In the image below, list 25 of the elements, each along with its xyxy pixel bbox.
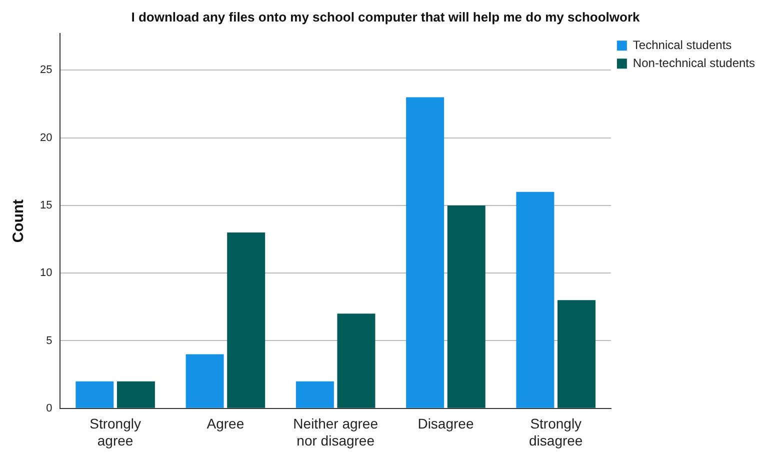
bar xyxy=(227,232,266,408)
y-axis-title: Count xyxy=(10,199,28,243)
y-tick-label: 15 xyxy=(40,199,52,212)
bar xyxy=(76,381,114,408)
bar xyxy=(406,97,444,408)
bar xyxy=(447,205,486,408)
y-tick-label: 25 xyxy=(40,64,52,76)
x-tick-label: Strongly disagree xyxy=(529,416,583,448)
legend-label: Non-technical students xyxy=(632,56,756,70)
x-tick-label: Strongly agree xyxy=(90,416,141,448)
x-tick-label: Neither agree nor disagree xyxy=(293,416,378,448)
bar xyxy=(296,381,334,408)
bar xyxy=(558,300,596,408)
y-tick-label: 0 xyxy=(46,402,52,414)
legend-label: Technical students xyxy=(632,38,732,52)
chart-title: I download any files onto my school computer that will help me do my schoolwork xyxy=(131,9,641,24)
bar xyxy=(116,381,155,408)
bar xyxy=(337,314,376,408)
y-tick-label: 5 xyxy=(46,334,52,347)
bar xyxy=(516,192,554,408)
bar xyxy=(186,354,224,408)
y-tick-label: 10 xyxy=(40,267,52,280)
x-tick-label: Agree xyxy=(206,416,244,432)
y-tick-label: 20 xyxy=(40,132,52,144)
x-tick-label: Disagree xyxy=(418,416,474,432)
